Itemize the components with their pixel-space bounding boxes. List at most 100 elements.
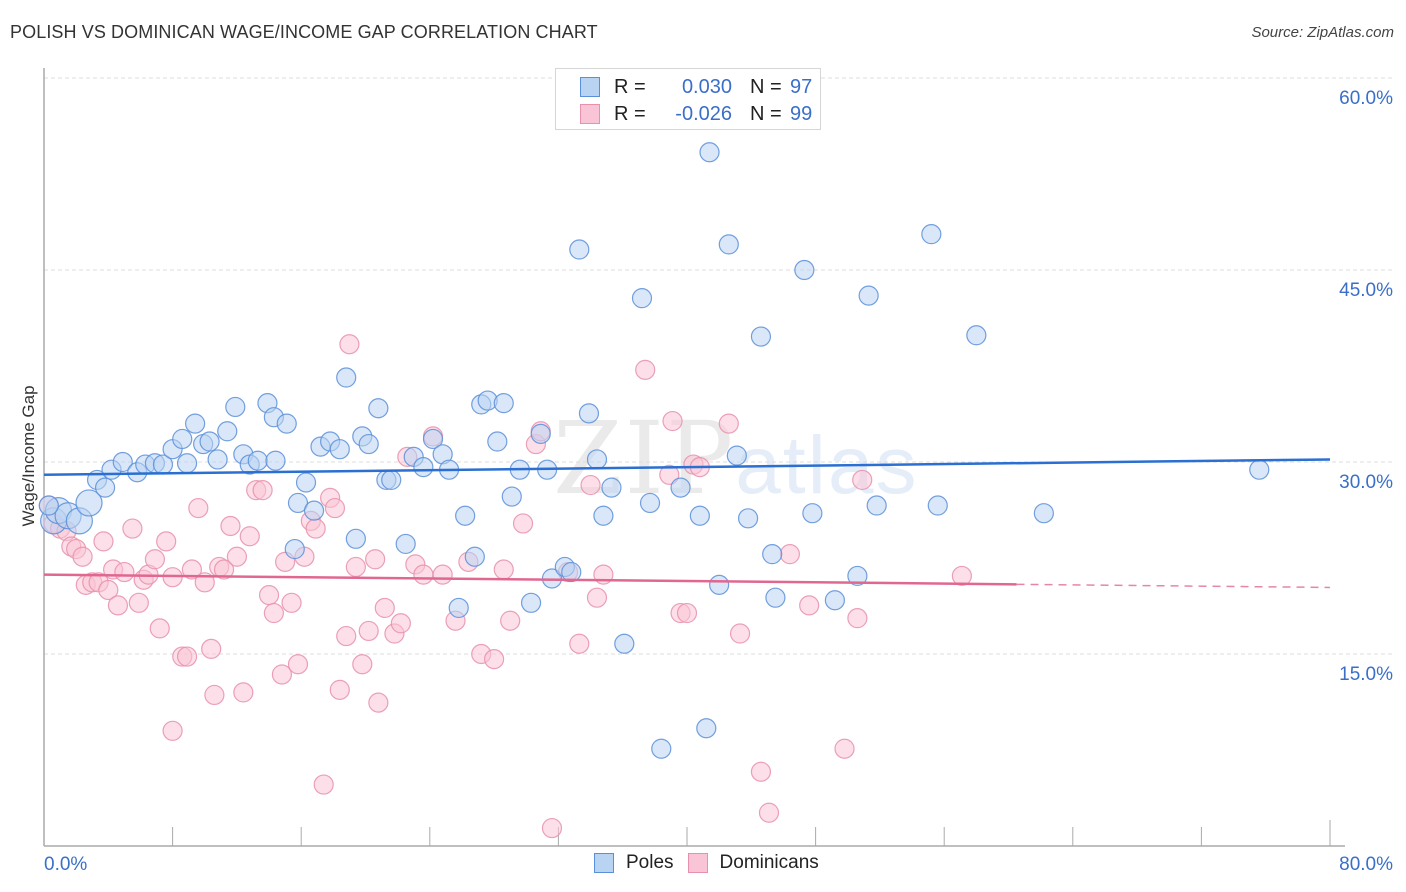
- poles-point: [726, 445, 747, 466]
- poles-point: [395, 533, 416, 555]
- r-value: -0.026: [675, 102, 732, 125]
- dominicans-point: [263, 602, 284, 624]
- poles-swatch: [580, 77, 600, 97]
- dominicans-point: [114, 561, 135, 583]
- dominicans-point: [98, 579, 119, 601]
- dominicans-point: [226, 546, 247, 567]
- dominicans-point: [188, 497, 209, 519]
- dominicans-point: [128, 592, 149, 613]
- poles-point: [276, 413, 297, 434]
- dominicans-point: [512, 513, 534, 534]
- poles-point: [464, 546, 485, 567]
- poles-point: [455, 505, 476, 526]
- dominicans-point: [239, 526, 260, 547]
- poles-point: [750, 326, 772, 347]
- poles-point: [794, 259, 815, 281]
- poles-point: [689, 505, 710, 526]
- dominicans-point: [201, 638, 222, 659]
- poles-point: [345, 528, 366, 549]
- poles-point: [762, 544, 783, 565]
- legend-item-dominicans[interactable]: Dominicans: [687, 852, 819, 874]
- poles-trend-line: [43, 458, 1331, 477]
- dominicans-point: [358, 620, 379, 642]
- dominicans-point: [204, 684, 225, 706]
- dominicans-point: [162, 720, 183, 741]
- dominicans-point: [305, 518, 326, 539]
- poles-point: [670, 477, 691, 498]
- poles-point: [927, 495, 948, 516]
- poles-point: [921, 224, 942, 245]
- x-tick-label: 0.0%: [44, 854, 87, 875]
- poles-point: [847, 565, 868, 587]
- dominicans-point: [233, 682, 254, 703]
- poles-point: [422, 428, 444, 450]
- poles-point: [413, 457, 434, 478]
- poles-point: [493, 393, 514, 414]
- y-axis-title: Wage/Income Gap: [19, 385, 38, 526]
- dominicans-point: [779, 544, 800, 565]
- poles-point: [217, 421, 238, 442]
- legend-label-poles: Poles: [626, 852, 674, 873]
- dominicans-point: [336, 625, 357, 647]
- dominicans-point: [374, 597, 395, 619]
- dominicans-point: [194, 572, 215, 593]
- poles-point: [858, 285, 879, 306]
- dominicans-point: [181, 559, 202, 580]
- dominicans-point: [352, 654, 373, 675]
- dominicans-point: [149, 618, 170, 639]
- poles-point: [1033, 503, 1054, 524]
- stats-legend: R = 0.030 N = 97 R = -0.026 N = 99: [555, 68, 821, 130]
- dominicans-point: [758, 802, 780, 823]
- dominicans-point: [324, 497, 346, 519]
- poles-point: [112, 451, 133, 473]
- y-tick-label: 30.0%: [1339, 472, 1393, 493]
- poles-point: [586, 449, 608, 470]
- series-legend: Poles Dominicans: [594, 852, 833, 874]
- dominicans-point: [390, 613, 411, 634]
- gridlines: [44, 77, 1394, 655]
- poles-point: [247, 450, 268, 471]
- dominicans-point: [659, 464, 680, 485]
- dominicans-trend-line: [43, 573, 1017, 586]
- poles-point: [651, 738, 672, 759]
- poles-point: [172, 428, 193, 450]
- poles-point: [614, 633, 635, 654]
- dominicans-point: [729, 623, 751, 644]
- poles-point: [530, 423, 551, 444]
- dominicans-point: [287, 654, 309, 675]
- trend-lines: [43, 458, 1331, 589]
- poles-point: [824, 590, 845, 611]
- dominicans-point: [107, 595, 129, 616]
- poles-point: [866, 495, 887, 516]
- legend-row-poles: R = 0.030 N = 97: [580, 74, 812, 100]
- dominicans-point: [432, 564, 453, 585]
- dominicans-point: [144, 549, 166, 570]
- dominicans-point: [258, 585, 280, 606]
- legend-item-poles[interactable]: Poles: [594, 852, 674, 874]
- tick-labels: 15.0% 30.0% 45.0% 60.0% 0.0% 80.0% Wage/Income…: [19, 88, 1393, 875]
- dominicans-point: [718, 413, 739, 434]
- poles-swatch: [594, 853, 614, 873]
- dominicans-point: [834, 738, 855, 759]
- dominicans-point: [586, 587, 608, 608]
- poles-point: [765, 587, 786, 608]
- source-label: Source: ZipAtlas.com: [1251, 24, 1394, 41]
- dominicans-point: [252, 480, 273, 501]
- poles-point: [718, 234, 739, 255]
- dominicans-point: [799, 595, 820, 616]
- dominicans-point: [220, 515, 241, 537]
- poles-point: [737, 508, 759, 529]
- n-label: N =: [750, 75, 782, 98]
- dominicans-point: [313, 774, 334, 795]
- poles-point: [578, 403, 600, 424]
- poles-point: [601, 477, 622, 498]
- poles-point: [569, 239, 590, 260]
- legend-label-dominicans: Dominicans: [719, 852, 819, 873]
- poles-point: [94, 477, 116, 498]
- poles-point: [284, 538, 305, 560]
- dominicans-point: [580, 474, 601, 496]
- poles-point: [75, 489, 103, 517]
- poles-point: [303, 500, 325, 521]
- x-tick-label: 80.0%: [1339, 854, 1393, 875]
